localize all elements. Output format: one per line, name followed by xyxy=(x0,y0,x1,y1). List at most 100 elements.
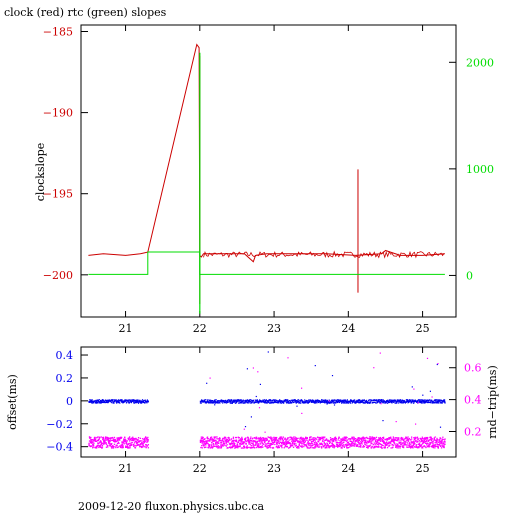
offset-point xyxy=(99,400,101,402)
offset-point xyxy=(238,400,240,403)
rnd-trip-point xyxy=(295,439,297,442)
rnd-trip-point xyxy=(217,445,219,447)
rnd-trip-point xyxy=(203,441,206,443)
rnd-trip-point xyxy=(215,436,217,438)
rnd-trip-point xyxy=(267,436,269,438)
rnd-trip-point xyxy=(302,439,304,441)
outlier-point xyxy=(244,426,247,428)
rnd-trip-point xyxy=(403,444,405,446)
rnd-trip-point xyxy=(382,439,384,441)
rnd-trip-point xyxy=(97,436,99,438)
offset-point xyxy=(288,400,291,402)
offset-point xyxy=(91,399,93,401)
rnd-trip-point xyxy=(88,445,90,447)
offset-point xyxy=(133,400,135,402)
rnd-trip-point xyxy=(279,437,281,440)
rnd-trip-point xyxy=(362,445,365,447)
rnd-trip-point xyxy=(415,438,417,440)
offset-point xyxy=(432,401,434,403)
offset-point xyxy=(123,400,125,402)
outlier-point xyxy=(411,386,413,388)
rnd-trip-point xyxy=(294,440,296,443)
rnd-trip-point xyxy=(346,436,348,439)
rnd-trip-point xyxy=(304,444,306,446)
rnd-trip-point xyxy=(108,439,110,441)
rnd-trip-point xyxy=(249,441,251,444)
offset-point xyxy=(135,402,137,404)
offset-point xyxy=(215,399,217,401)
rnd-trip-point xyxy=(295,443,297,445)
offset-point xyxy=(101,399,103,402)
offset-point xyxy=(423,402,426,404)
rnd-trip-point xyxy=(327,439,329,441)
top-x-ticks: 21 22 23 24 25 xyxy=(119,25,430,335)
rnd-trip-point xyxy=(93,438,96,440)
rnd-trip-point xyxy=(327,444,329,446)
rnd-trip-point xyxy=(232,437,235,439)
offset-point xyxy=(431,402,434,404)
offset-point xyxy=(238,399,240,402)
offset-point xyxy=(235,402,238,404)
outlier-point xyxy=(331,375,334,377)
rnd-trip-point xyxy=(263,437,265,440)
offset-point xyxy=(313,400,315,402)
rnd-trip-point xyxy=(321,447,323,449)
rnd-trip-point xyxy=(411,438,413,440)
rnd-trip-point xyxy=(267,444,269,447)
rnd-trip-point xyxy=(303,441,305,444)
rnd-trip-point xyxy=(392,440,394,443)
outlier-point xyxy=(314,365,316,367)
rnd-trip-point xyxy=(329,440,331,442)
rnd-trip-point xyxy=(311,445,313,447)
rnd-trip-point xyxy=(380,437,382,440)
rnd-trip-point xyxy=(112,447,115,449)
rnd-trip-point xyxy=(329,445,331,447)
rnd-trip-point xyxy=(207,442,209,445)
rnd-trip-point xyxy=(90,442,92,444)
offset-point xyxy=(338,400,340,402)
rnd-trip-point xyxy=(256,446,259,448)
offset-point xyxy=(386,400,388,402)
rnd-trip-point xyxy=(387,438,389,441)
rnd-trip-point xyxy=(408,444,411,446)
outlier-point xyxy=(214,404,216,406)
rnd-trip-point xyxy=(131,439,133,442)
rnd-trip-point xyxy=(387,438,389,440)
rnd-trip-point xyxy=(420,438,422,440)
rnd-trip-point xyxy=(406,444,408,446)
rnd-trip-point xyxy=(368,440,370,442)
rnd-trip-point xyxy=(410,447,412,449)
rnd-trip-point xyxy=(440,447,443,449)
offset-point xyxy=(255,399,257,401)
rnd-trip-point xyxy=(442,445,444,447)
rnd-trip-point xyxy=(212,446,214,448)
rnd-trip-point xyxy=(103,443,105,445)
offset-point xyxy=(121,400,123,402)
rnd-trip-point xyxy=(367,437,369,440)
rnd-trip-point xyxy=(437,447,439,449)
rnd-trip-point xyxy=(96,447,98,449)
rnd-trip-point xyxy=(213,436,215,438)
rnd-trip-point xyxy=(407,446,409,448)
rnd-trip-point xyxy=(318,436,321,439)
rnd-trip-point xyxy=(119,437,121,440)
rnd-trip-point xyxy=(98,442,100,445)
rnd-trip-point xyxy=(299,438,301,440)
rnd-trip-point xyxy=(286,441,288,444)
rnd-trip-point xyxy=(330,439,332,441)
outlier-point xyxy=(417,402,419,404)
offset-point xyxy=(341,399,344,402)
rnd-trip-point xyxy=(100,442,102,444)
rnd-trip-point xyxy=(109,440,111,443)
offset-point xyxy=(250,401,252,403)
offset-point xyxy=(268,402,271,404)
offset-point xyxy=(444,402,446,404)
rnd-trip-point xyxy=(251,439,253,442)
offset-point xyxy=(263,400,265,402)
bottom-y-tick-label: 0.4 xyxy=(56,349,74,362)
rnd-trip-point xyxy=(231,442,233,444)
offset-point xyxy=(96,400,98,402)
rnd-trip-point xyxy=(299,441,301,443)
outlier-point xyxy=(258,407,261,409)
